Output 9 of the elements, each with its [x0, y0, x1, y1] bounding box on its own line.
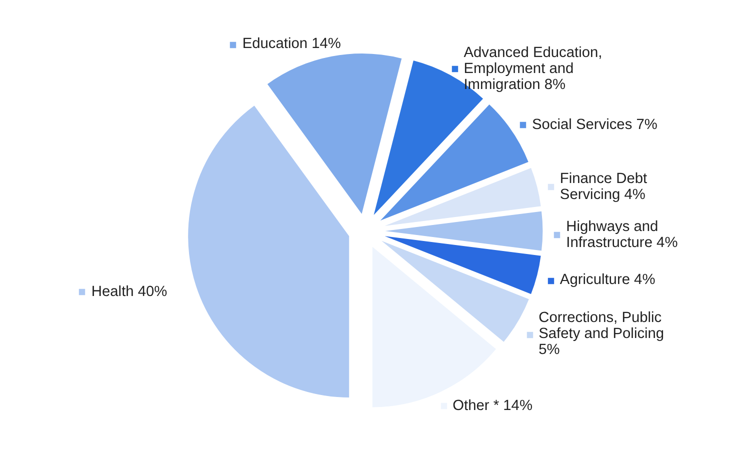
legend-label: Corrections, Public Safety and Policing 5% — [538, 310, 664, 358]
legend-label: Finance Debt Servicing 4% — [560, 170, 648, 203]
legend-label: Other * 14% — [452, 398, 532, 414]
legend-label: Health 40% — [91, 284, 168, 300]
legend-label: Education 14% — [242, 36, 341, 52]
legend-label: Social Services 7% — [532, 116, 658, 133]
legend-label: Advanced Education, Employment and Immigration 8% — [464, 44, 602, 93]
legend-label: Highways and Infrastructure 4% — [566, 218, 678, 250]
legend-label: Agriculture 4% — [560, 272, 656, 288]
